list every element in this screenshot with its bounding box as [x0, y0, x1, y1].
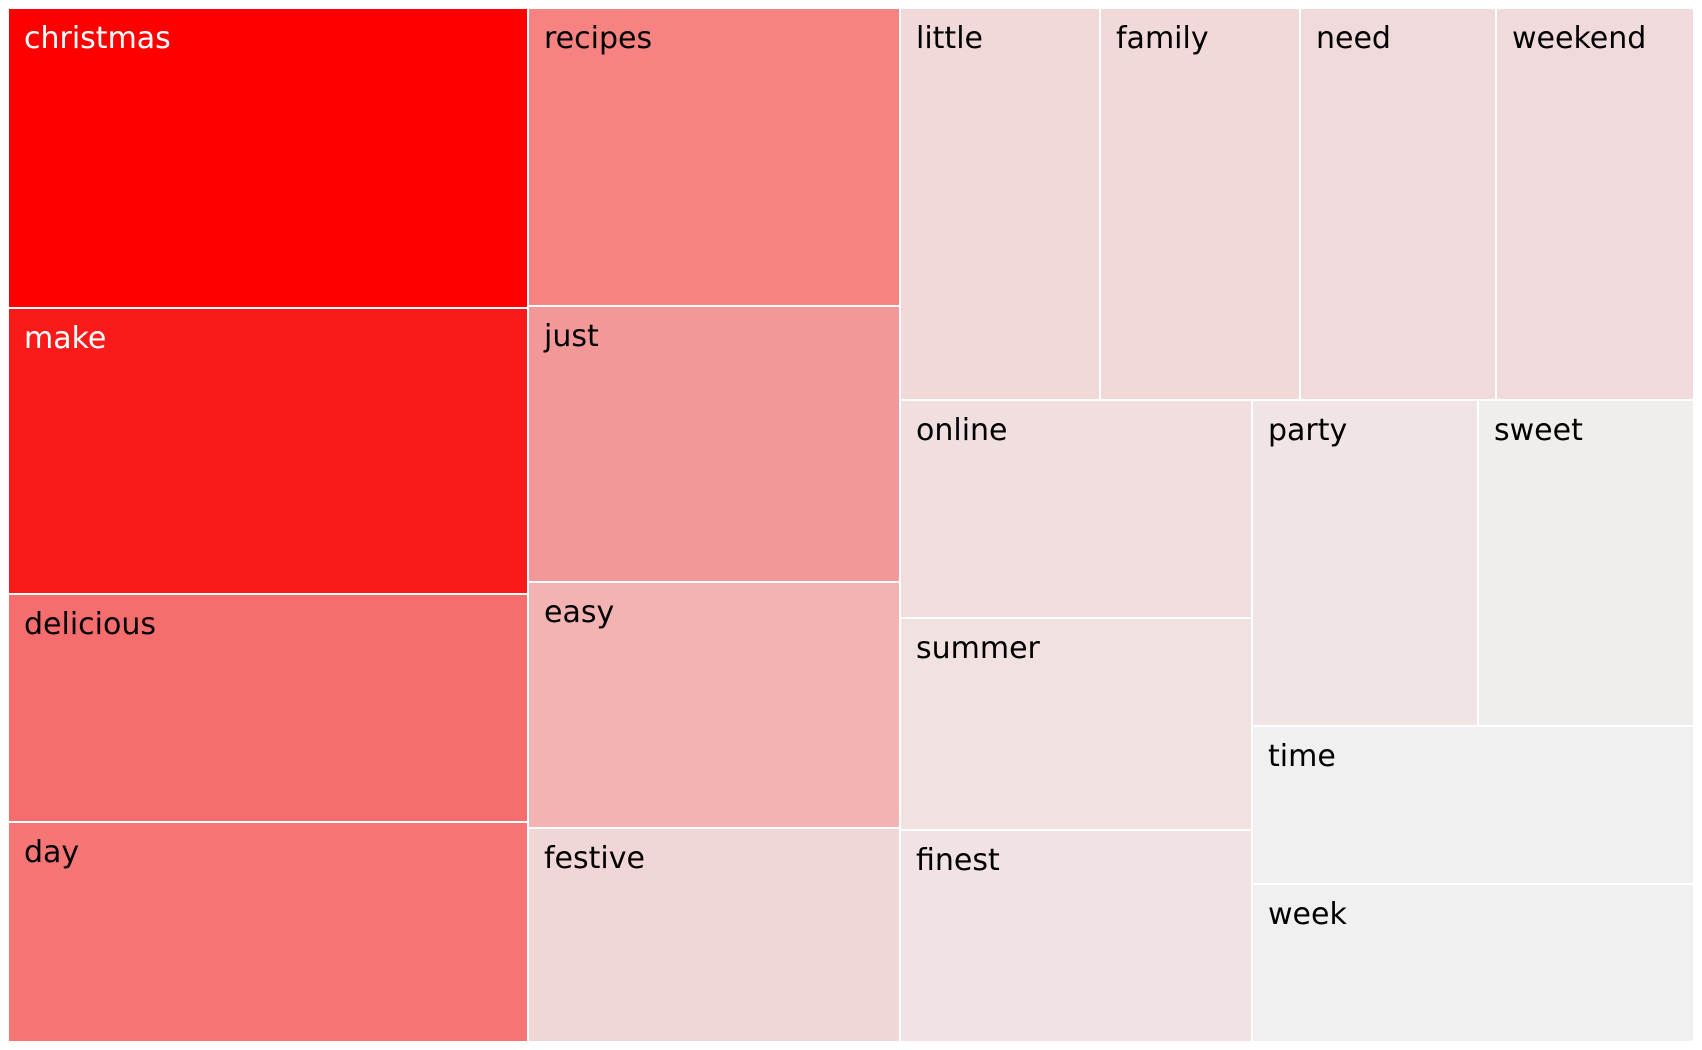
treemap-tile-family: family — [1100, 8, 1300, 400]
treemap-label-sweet: sweet — [1494, 413, 1583, 448]
treemap-label-party: party — [1268, 413, 1348, 448]
treemap-tile-easy: easy — [528, 582, 900, 828]
treemap-tile-christmas: christmas — [8, 8, 528, 308]
treemap-label-online: online — [916, 413, 1008, 448]
treemap-label-week: week — [1268, 897, 1347, 932]
treemap-tile-make: make — [8, 308, 528, 594]
treemap-label-make: make — [24, 321, 107, 356]
treemap-tile-time: time — [1252, 726, 1694, 884]
treemap-label-easy: easy — [544, 595, 615, 630]
treemap-label-day: day — [24, 835, 80, 870]
treemap-tile-week: week — [1252, 884, 1694, 1042]
treemap-tile-party: party — [1252, 400, 1478, 726]
treemap-label-finest: finest — [916, 843, 1000, 878]
treemap-tile-sweet: sweet — [1478, 400, 1694, 726]
treemap-tile-summer: summer — [900, 618, 1252, 830]
treemap-label-weekend: weekend — [1512, 21, 1647, 56]
treemap-tile-delicious: delicious — [8, 594, 528, 822]
treemap-label-summer: summer — [916, 631, 1040, 666]
treemap-tile-just: just — [528, 306, 900, 582]
treemap-label-family: family — [1116, 21, 1209, 56]
treemap-label-need: need — [1316, 21, 1391, 56]
treemap-tile-day: day — [8, 822, 528, 1042]
treemap-tile-finest: finest — [900, 830, 1252, 1042]
treemap-tile-recipes: recipes — [528, 8, 900, 306]
treemap-tile-festive: festive — [528, 828, 900, 1042]
treemap-label-festive: festive — [544, 841, 645, 876]
treemap-tile-little: little — [900, 8, 1100, 400]
treemap-tile-online: online — [900, 400, 1252, 618]
treemap-label-christmas: christmas — [24, 21, 171, 56]
treemap-label-just: just — [544, 319, 599, 354]
treemap-tile-need: need — [1300, 8, 1496, 400]
treemap-label-recipes: recipes — [544, 21, 653, 56]
treemap-label-delicious: delicious — [24, 607, 156, 642]
treemap-tile-weekend: weekend — [1496, 8, 1694, 400]
treemap-label-time: time — [1268, 739, 1336, 774]
treemap-label-little: little — [916, 21, 983, 56]
